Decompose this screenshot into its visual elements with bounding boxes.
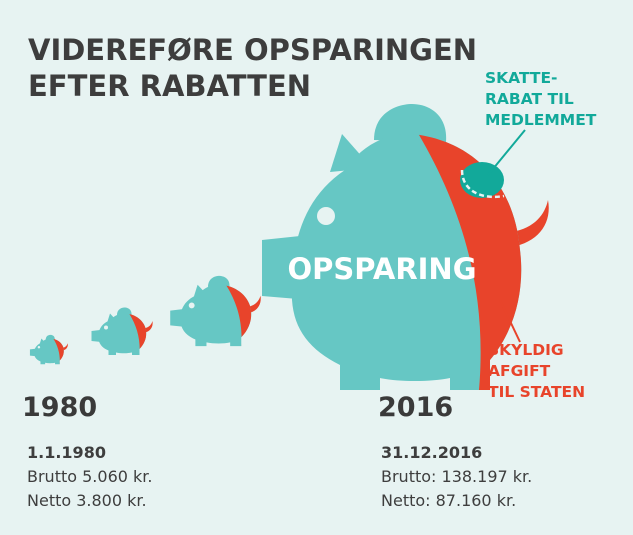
- title-line-2: EFTER RABATTEN: [28, 69, 312, 103]
- info-1980-date: 1.1.1980: [27, 443, 106, 462]
- small-piggy-bank-3: [170, 275, 261, 347]
- debt-label: SKYLDIG AFGIFT TIL STATEN: [488, 340, 585, 403]
- info-2016-date: 31.12.2016: [381, 443, 483, 462]
- big-pig-tail-icon: [512, 200, 549, 246]
- year-1980: 1980: [22, 392, 98, 423]
- small-piggy-bank-2: [91, 307, 153, 355]
- small-piggy-bank-1: [29, 334, 68, 365]
- small-pig-debt-area: [127, 313, 147, 355]
- big-pig-label: OPSPARING: [287, 252, 476, 286]
- small-pig-top-hump-icon: [45, 334, 55, 340]
- big-pig-snout-icon: [262, 236, 310, 300]
- small-pig-eye-icon: [37, 345, 41, 349]
- big-piggy-bank: OPSPARING: [262, 104, 549, 390]
- info-2016-gross: Brutto: 138.197 kr.: [381, 467, 533, 486]
- tax-rebate-label-line-1: SKATTE-: [485, 69, 558, 87]
- small-pig-debt-area: [223, 284, 252, 347]
- big-pig-eye-icon: [317, 207, 335, 225]
- big-pig-top-hump-icon: [374, 104, 447, 142]
- page-title: VIDEREFØRE OPSPARINGEN EFTER RABATTEN: [28, 32, 477, 104]
- info-1980: 1.1.1980 Brutto 5.060 kr. Netto 3.800 kr…: [27, 441, 152, 513]
- tax-rebate-label-line-2: RABAT TIL: [485, 90, 574, 108]
- tax-rebate-pointer-line: [487, 129, 526, 176]
- small-pig-snout-icon: [29, 348, 37, 357]
- debt-label-line-1: SKYLDIG: [488, 341, 564, 359]
- small-pig-body: [98, 313, 147, 355]
- small-pig-eye-icon: [188, 302, 195, 309]
- big-pig-debt-area: [410, 134, 522, 390]
- debt-pointer-line: [499, 299, 521, 343]
- title-line-1: VIDEREFØRE OPSPARINGEN: [28, 33, 478, 67]
- debt-label-line-3: TIL STATEN: [488, 383, 586, 401]
- year-2016: 2016: [378, 392, 454, 423]
- tax-rebate-label-line-3: MEDLEMMET: [485, 111, 597, 129]
- info-1980-net: Netto 3.800 kr.: [27, 491, 147, 510]
- small-pig-debt-area: [52, 338, 64, 365]
- tax-rebate-coin-icon: [460, 162, 505, 199]
- small-pig-body: [180, 284, 252, 347]
- small-pig-tail-icon: [247, 295, 261, 313]
- tax-rebate-label: SKATTE- RABAT TIL MEDLEMMET: [485, 68, 596, 131]
- small-pig-eye-icon: [104, 325, 108, 330]
- info-2016-net: Netto: 87.160 kr.: [381, 491, 517, 510]
- small-pig-snout-icon: [170, 309, 186, 327]
- small-pig-snout-icon: [91, 330, 102, 342]
- debt-label-line-2: AFGIFT: [488, 362, 551, 380]
- small-pig-top-hump-icon: [207, 275, 230, 287]
- small-pig-tail-icon: [144, 321, 153, 333]
- small-pig-top-hump-icon: [117, 307, 132, 315]
- small-pig-tail-icon: [62, 343, 68, 351]
- info-1980-gross: Brutto 5.060 kr.: [27, 467, 153, 486]
- small-pig-body: [34, 338, 64, 365]
- info-2016: 31.12.2016 Brutto: 138.197 kr. Netto: 87…: [381, 441, 532, 513]
